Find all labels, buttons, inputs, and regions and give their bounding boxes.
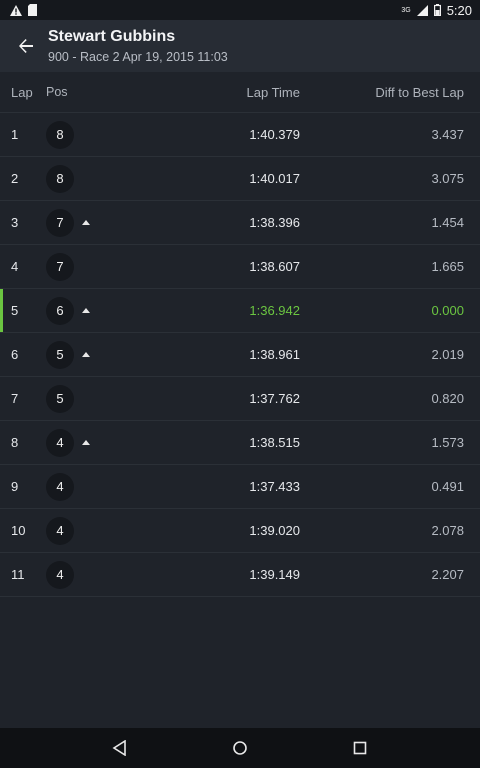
nav-recents-button[interactable] [340,728,380,768]
warning-icon [10,4,22,16]
position-badge: 8 [46,164,74,193]
lap-time: 1:38.961 [249,347,300,362]
table-row[interactable]: 4 7 1:38.607 1.665 [0,244,480,288]
lap-table: Lap Pos Lap Time Diff to Best Lap 1 8 1:40… [0,72,480,597]
lap-number: 9 [11,479,19,494]
diff-to-best: 1.665 [431,259,464,274]
header-lap: Lap [11,84,33,100]
table-row[interactable]: 2 8 1:40.017 3.075 [0,156,480,200]
lap-number: 1 [11,127,19,142]
nav-back-button[interactable] [100,728,140,768]
lap-time: 1:38.396 [249,215,300,230]
diff-to-best: 2.078 [431,523,464,538]
table-row[interactable]: 6 5 1:38.961 2.019 [0,332,480,376]
lap-time: 1:37.433 [249,479,300,494]
position-up-icon [82,440,90,445]
position-badge: 4 [46,428,74,457]
sd-card-icon [28,4,37,16]
diff-to-best: 0.820 [431,391,464,406]
table-body: 1 8 1:40.379 3.437 2 8 1:40.017 3.075 3 7 1:38.396… [0,112,480,597]
diff-to-best: 1.454 [431,215,464,230]
position-up-icon [82,220,90,225]
position-cell: 8 [46,120,186,149]
position-cell: 4 [46,560,186,589]
nav-back-icon [112,740,126,756]
table-row[interactable]: 9 4 1:37.433 0.491 [0,464,480,508]
lap-time: 1:36.942 [249,303,300,318]
position-badge: 6 [46,296,74,325]
position-cell: 4 [46,428,186,457]
position-cell: 4 [46,472,186,501]
lap-time: 1:37.762 [249,391,300,406]
nav-home-icon [233,741,247,755]
lap-number: 10 [11,523,26,538]
page-title: Stewart Gubbins [48,28,176,45]
table-row[interactable]: 1 8 1:40.379 3.437 [0,112,480,156]
lap-time: 1:38.607 [249,259,300,274]
position-up-icon [82,308,90,313]
diff-to-best: 1.573 [431,435,464,450]
position-cell: 5 [46,384,186,413]
position-up-icon [82,352,90,357]
lap-number: 2 [11,171,19,186]
diff-to-best: 3.437 [431,127,464,142]
nav-home-button[interactable] [220,728,260,768]
header-pos: Pos [46,85,68,99]
lap-number: 6 [11,347,19,362]
lap-number: 5 [11,303,19,318]
position-badge: 7 [46,208,74,237]
best-lap-marker [0,289,3,332]
position-badge: 4 [46,472,74,501]
diff-to-best: 0.491 [431,479,464,494]
table-row[interactable]: 5 6 1:36.942 0.000 [0,288,480,332]
navigation-bar [0,728,480,768]
position-badge: 4 [46,560,74,589]
position-cell: 4 [46,516,186,545]
clock: 5:20 [446,2,472,18]
lap-number: 4 [11,259,19,274]
table-row[interactable]: 8 4 1:38.515 1.573 [0,420,480,464]
position-badge: 7 [46,252,74,281]
position-badge: 4 [46,516,74,545]
battery-icon [433,4,441,16]
lap-time: 1:39.020 [249,523,300,538]
position-cell: 8 [46,164,186,193]
table-row[interactable]: 3 7 1:38.396 1.454 [0,200,480,244]
position-cell: 7 [46,252,186,281]
diff-to-best: 2.207 [431,567,464,582]
table-row[interactable]: 7 5 1:37.762 0.820 [0,376,480,420]
position-cell: 7 [46,208,186,237]
lap-time: 1:39.149 [249,567,300,582]
lap-number: 3 [11,215,19,230]
lap-time: 1:38.515 [249,435,300,450]
position-cell: 5 [46,340,186,369]
position-badge: 5 [46,384,74,413]
position-badge: 5 [46,340,74,369]
lap-number: 7 [11,391,19,406]
table-row[interactable]: 10 4 1:39.020 2.078 [0,508,480,552]
position-badge: 8 [46,120,74,149]
header-lap-time: Lap Time [246,84,300,100]
position-cell: 6 [46,296,186,325]
signal-icon [416,4,428,16]
table-header: Lap Pos Lap Time Diff to Best Lap [0,72,480,112]
lap-number: 11 [11,567,25,582]
header-diff: Diff to Best Lap [375,84,464,100]
app-bar: Stewart Gubbins 900 - Race 2 Apr 19, 201… [0,20,480,72]
lap-time: 1:40.379 [249,127,300,142]
table-row[interactable]: 11 4 1:39.149 2.207 [0,552,480,597]
back-button[interactable] [12,32,40,60]
network-type: 3G [401,6,411,14]
lap-number: 8 [11,435,19,450]
status-bar: 3G 5:20 [0,0,480,20]
page-subtitle: 900 - Race 2 Apr 19, 2015 11:03 [48,50,228,64]
lap-time: 1:40.017 [249,171,300,186]
diff-to-best: 3.075 [431,171,464,186]
nav-recents-icon [353,741,367,755]
diff-to-best: 2.019 [431,347,464,362]
arrow-back-icon [19,39,33,53]
diff-to-best: 0.000 [431,303,464,318]
